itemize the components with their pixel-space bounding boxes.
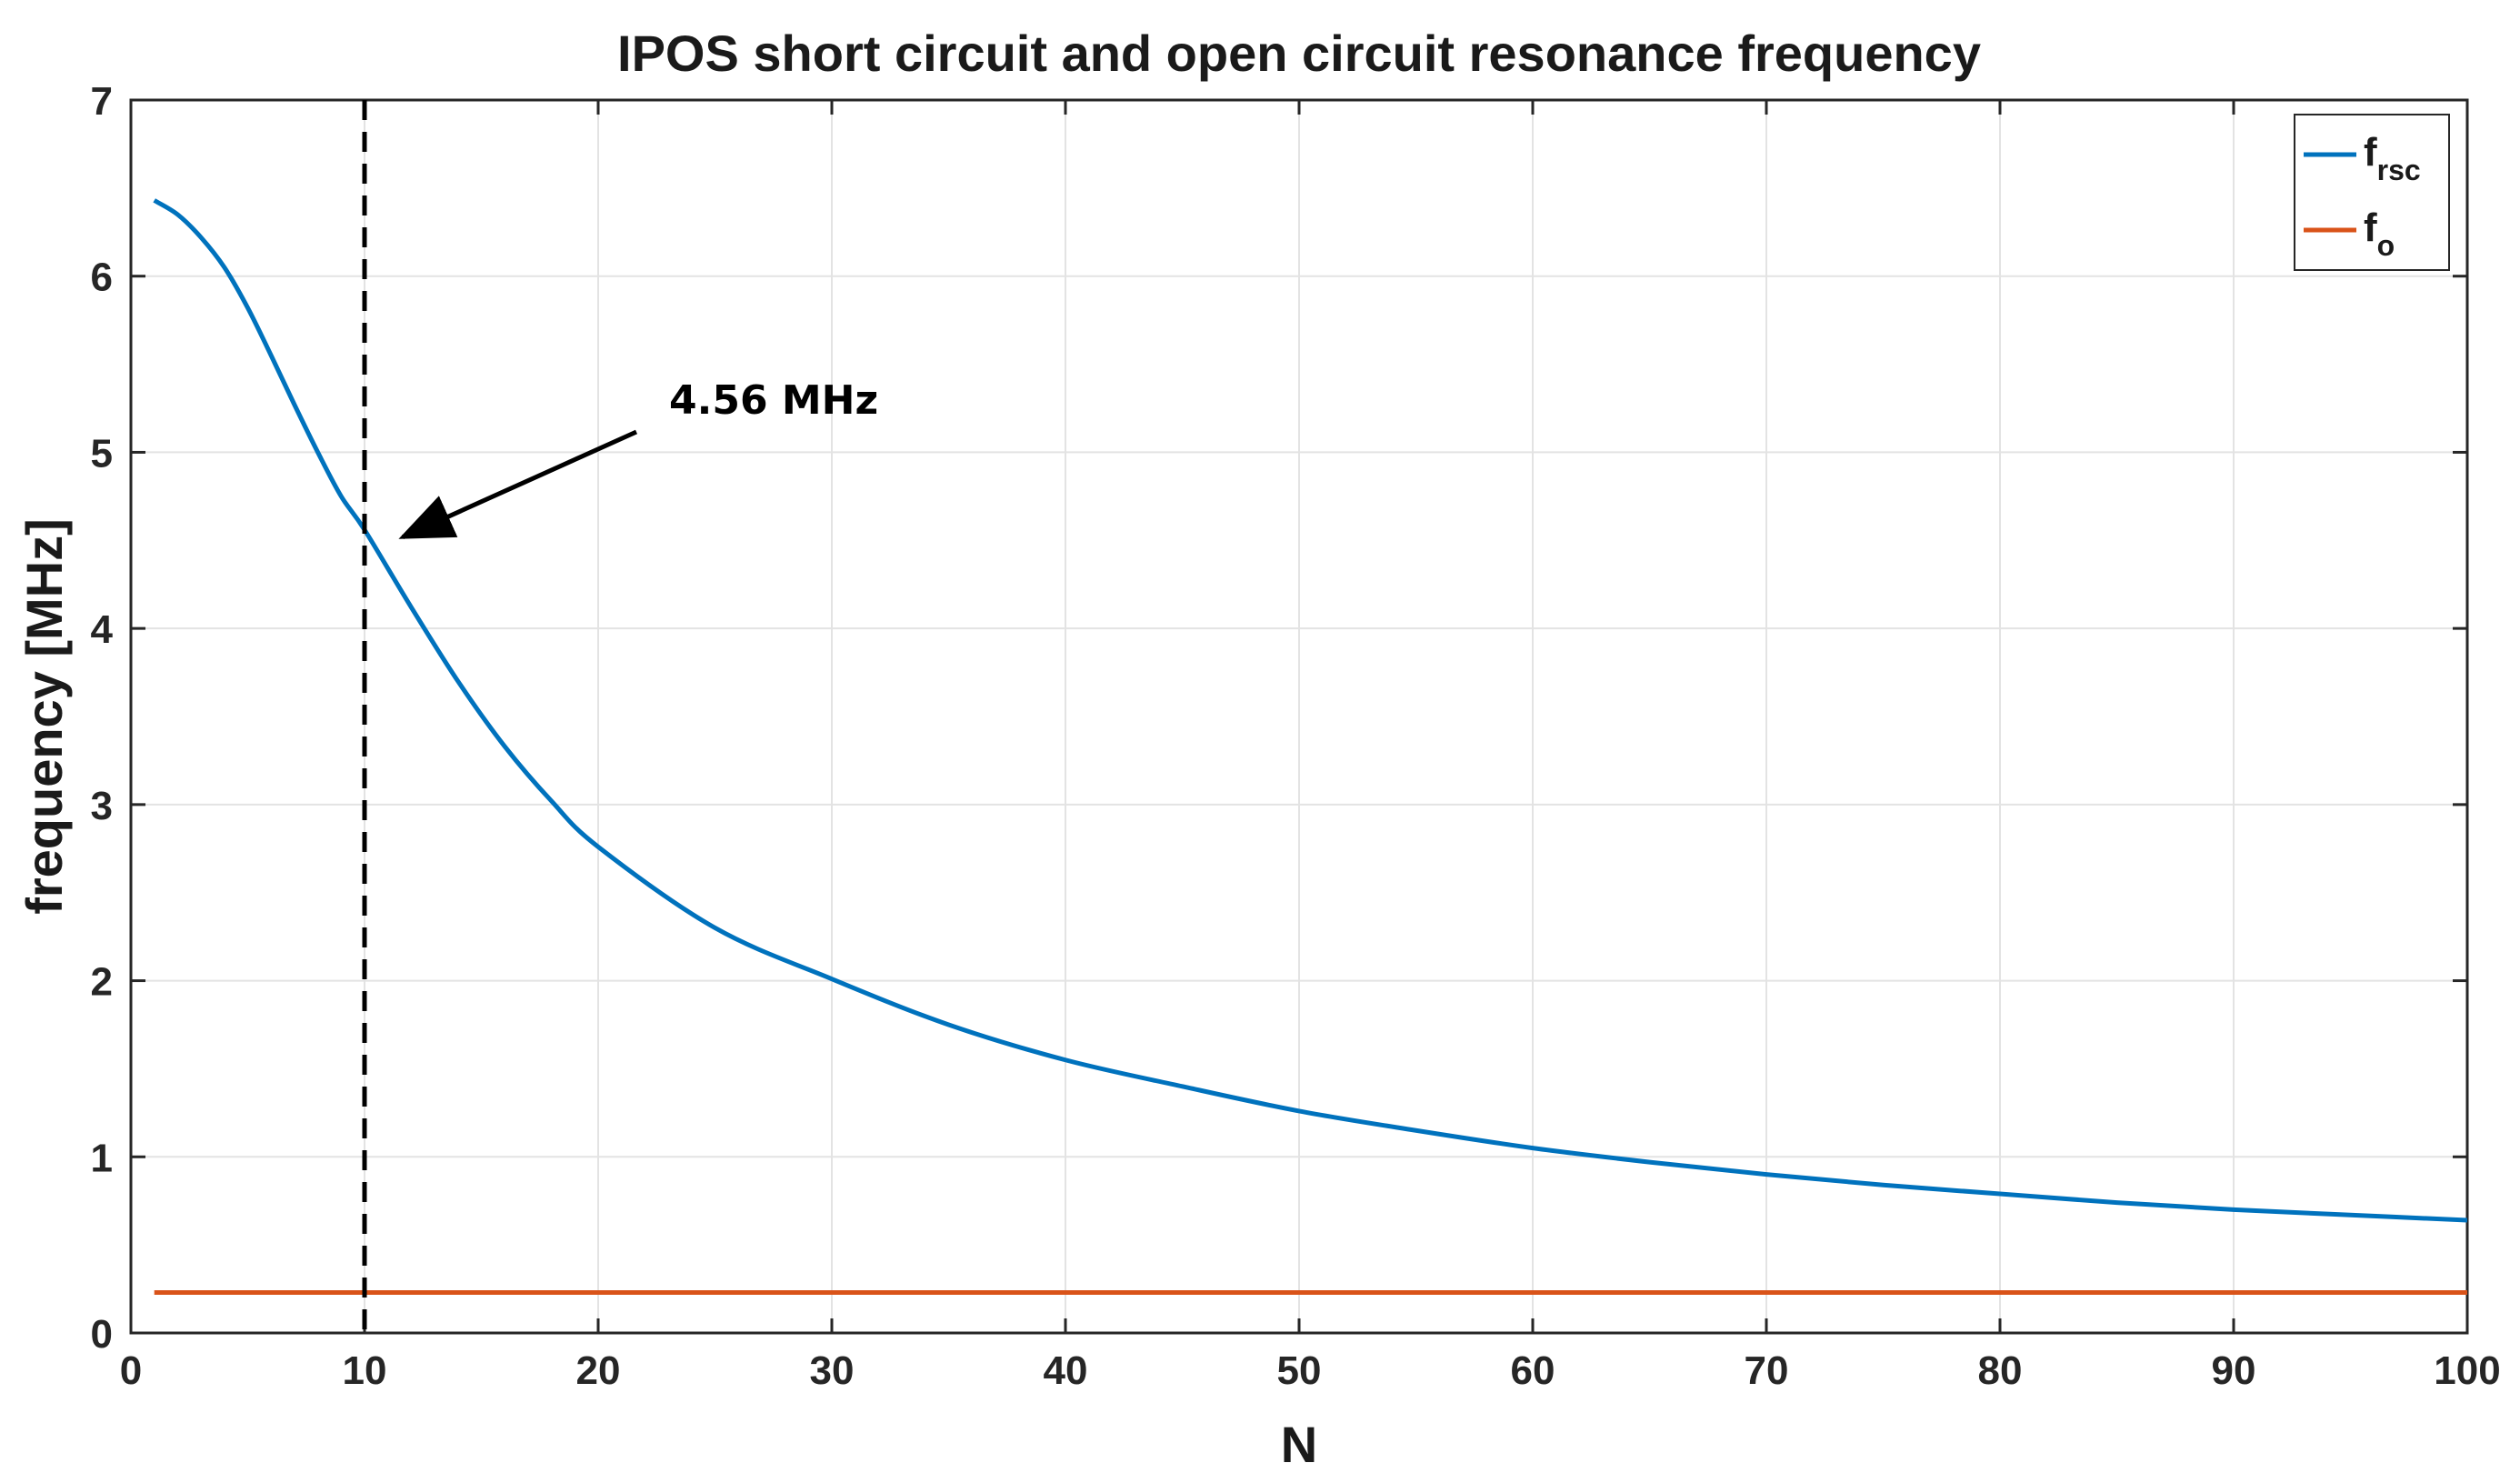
y-tick-label: 5 (91, 431, 113, 476)
x-tick-label: 40 (1044, 1348, 1088, 1393)
x-tick-label: 0 (120, 1348, 142, 1393)
annotation-label: 4.56 MHz (669, 377, 878, 424)
x-tick-label: 100 (2434, 1348, 2500, 1393)
y-tick-label: 4 (91, 607, 114, 652)
x-axis-label: N (1281, 1416, 1317, 1473)
legend-label-frsc: frsc (2364, 130, 2421, 186)
y-tick-label: 3 (91, 784, 113, 828)
y-tick-label: 1 (91, 1136, 113, 1180)
y-tick-labels: 0 1 2 3 4 5 6 7 (91, 79, 114, 1357)
series-line-frsc (153, 198, 2467, 1223)
y-tick-label: 0 (91, 1312, 113, 1357)
x-tick-label: 70 (1745, 1348, 1789, 1393)
y-tick-label: 6 (91, 256, 113, 300)
y-axis-label: frequency [MHz] (15, 518, 73, 915)
x-tick-label: 20 (576, 1348, 621, 1393)
x-tick-label: 50 (1277, 1348, 1322, 1393)
x-tick-labels: 0 10 20 30 40 50 60 70 80 90 100 (120, 1348, 2501, 1393)
x-tick-label: 10 (343, 1348, 387, 1393)
x-tick-label: 80 (1978, 1348, 2023, 1393)
series-group (153, 198, 2467, 1295)
x-tick-label: 30 (810, 1348, 855, 1393)
annotation-arrow (398, 429, 638, 539)
legend-label-fo: fo (2364, 205, 2395, 262)
y-tick-label: 2 (91, 960, 113, 1005)
y-tick-label: 7 (91, 79, 113, 124)
legend: frsc fo (2294, 114, 2450, 271)
x-tick-label: 60 (1511, 1348, 1555, 1393)
x-tick-label: 90 (2212, 1348, 2256, 1393)
legend-box (2294, 114, 2450, 271)
chart-title: IPOS short circuit and open circuit reso… (617, 25, 1981, 82)
